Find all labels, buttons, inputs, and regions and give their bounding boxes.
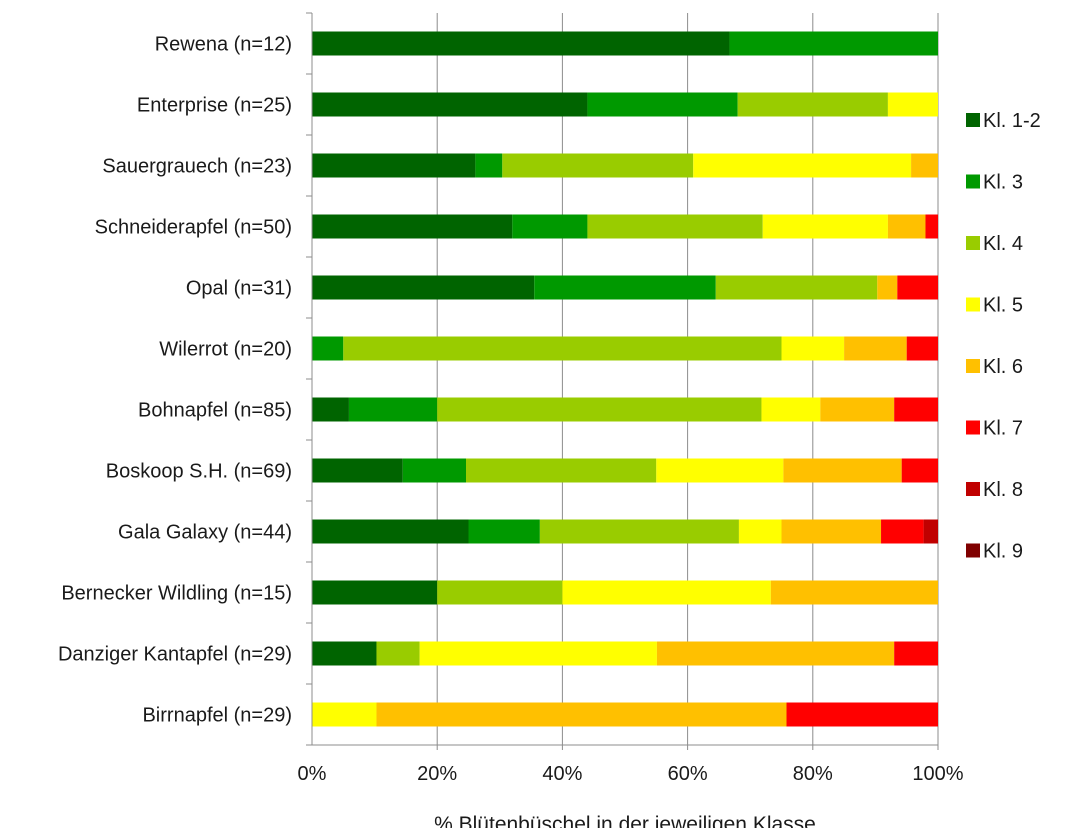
x-axis-title: % Blütenbüschel in der jeweiligen Klasse	[434, 813, 816, 828]
bar-segment	[419, 641, 657, 666]
bar-segment	[312, 153, 476, 178]
legend-label: Kl. 1-2	[983, 110, 1041, 132]
bar-segment	[844, 336, 907, 361]
bar-segment	[894, 641, 938, 666]
bar-segment	[783, 458, 902, 483]
bar-segment	[894, 397, 938, 422]
bar-segment	[693, 153, 912, 178]
bar-segment	[343, 336, 782, 361]
bar-segment	[820, 397, 895, 422]
category-label: Bohnapfel (n=85)	[138, 400, 292, 422]
category-label: Enterprise (n=25)	[137, 95, 292, 117]
bar-segment	[587, 92, 738, 117]
legend-label: Kl. 4	[983, 233, 1023, 255]
bar-segment	[656, 458, 784, 483]
category-label: Sauergrauech (n=23)	[102, 156, 292, 178]
bar-segment	[781, 336, 845, 361]
bar-segment	[468, 519, 540, 544]
bar-segment	[887, 214, 926, 239]
legend-swatch	[966, 359, 980, 373]
bar-segment	[312, 275, 535, 300]
bar-segment	[312, 458, 403, 483]
bar-segment	[737, 92, 888, 117]
bar-segment	[877, 275, 898, 300]
bar-segment	[475, 153, 503, 178]
bar-segment	[911, 153, 938, 178]
bar-segment	[587, 214, 763, 239]
bar-segment	[312, 641, 377, 666]
bar-segment	[770, 580, 938, 605]
bar-segment	[312, 92, 588, 117]
bar-segment	[502, 153, 694, 178]
bar-segment	[786, 702, 938, 727]
x-tick-label: 0%	[298, 763, 327, 785]
bar-segment	[897, 275, 938, 300]
bar-segment	[715, 275, 878, 300]
bar-segment	[762, 214, 888, 239]
bar-segment	[312, 702, 377, 727]
bar-segment	[534, 275, 716, 300]
bar-segment	[923, 519, 938, 544]
x-tick-label: 20%	[417, 763, 457, 785]
bar-segment	[312, 336, 344, 361]
bar-segment	[729, 31, 938, 56]
legend-swatch	[966, 482, 980, 496]
category-label: Gala Galaxy (n=44)	[118, 522, 292, 544]
bar-segment	[312, 214, 513, 239]
legend-swatch	[966, 543, 980, 558]
bar-segment	[376, 702, 787, 727]
legend-swatch	[966, 420, 980, 435]
category-label: Danziger Kantapfel (n=29)	[58, 644, 292, 666]
bar-segment	[656, 641, 895, 666]
legend-label: Kl. 7	[983, 418, 1023, 440]
legend-label: Kl. 6	[983, 356, 1023, 378]
bar-segment	[906, 336, 938, 361]
x-tick-label: 100%	[912, 763, 963, 785]
bar-segment	[887, 92, 938, 117]
bar-segment	[312, 31, 730, 56]
x-tick-label: 80%	[793, 763, 833, 785]
legend-label: Kl. 3	[983, 172, 1023, 194]
bar-segment	[312, 580, 438, 605]
category-label: Schneiderapfel (n=50)	[95, 217, 292, 239]
legend-swatch	[966, 113, 980, 127]
bar-segment	[437, 397, 762, 422]
category-label: Rewena (n=12)	[155, 34, 292, 56]
bar-segment	[881, 519, 924, 544]
legend-label: Kl. 5	[983, 295, 1023, 317]
category-label: Opal (n=31)	[186, 278, 292, 300]
bar-segment	[312, 519, 469, 544]
bar-segment	[348, 397, 438, 422]
bar-segment	[738, 519, 782, 544]
bar-segment	[312, 397, 349, 422]
legend-swatch	[966, 174, 980, 189]
legend-label: Kl. 9	[983, 541, 1023, 563]
bar-segment	[781, 519, 882, 544]
bar-segment	[925, 214, 938, 239]
legend-swatch	[966, 297, 980, 312]
bar-segment	[761, 397, 821, 422]
bar-segment	[539, 519, 739, 544]
x-tick-label: 40%	[542, 763, 582, 785]
bar-segment	[562, 580, 771, 605]
bar-segment	[512, 214, 588, 239]
bar-segment	[437, 580, 563, 605]
bar-segment	[376, 641, 420, 666]
category-label: Bernecker Wildling (n=15)	[61, 583, 292, 605]
legend-label: Kl. 8	[983, 479, 1023, 501]
bar-segment	[465, 458, 657, 483]
category-label: Boskoop S.H. (n=69)	[106, 461, 292, 483]
legend-swatch	[966, 236, 980, 250]
category-label: Wilerrot (n=20)	[159, 339, 292, 361]
x-tick-label: 60%	[668, 763, 708, 785]
category-label: Birrnapfel (n=29)	[142, 705, 292, 727]
bar-segment	[402, 458, 466, 483]
bar-segment	[901, 458, 938, 483]
